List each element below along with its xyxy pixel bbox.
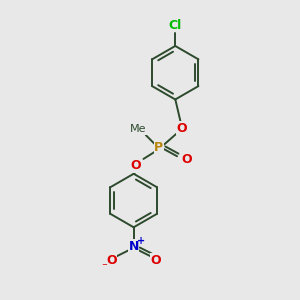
Text: O: O bbox=[131, 159, 141, 172]
Text: O: O bbox=[151, 254, 161, 267]
Text: O: O bbox=[182, 153, 193, 166]
Text: Cl: Cl bbox=[169, 19, 182, 32]
Text: O: O bbox=[176, 122, 187, 134]
Text: N: N bbox=[128, 240, 139, 253]
Text: P: P bbox=[154, 140, 164, 154]
Text: ⁻: ⁻ bbox=[102, 262, 107, 272]
Text: Me: Me bbox=[130, 124, 146, 134]
Text: O: O bbox=[106, 254, 117, 267]
Text: +: + bbox=[137, 236, 145, 246]
